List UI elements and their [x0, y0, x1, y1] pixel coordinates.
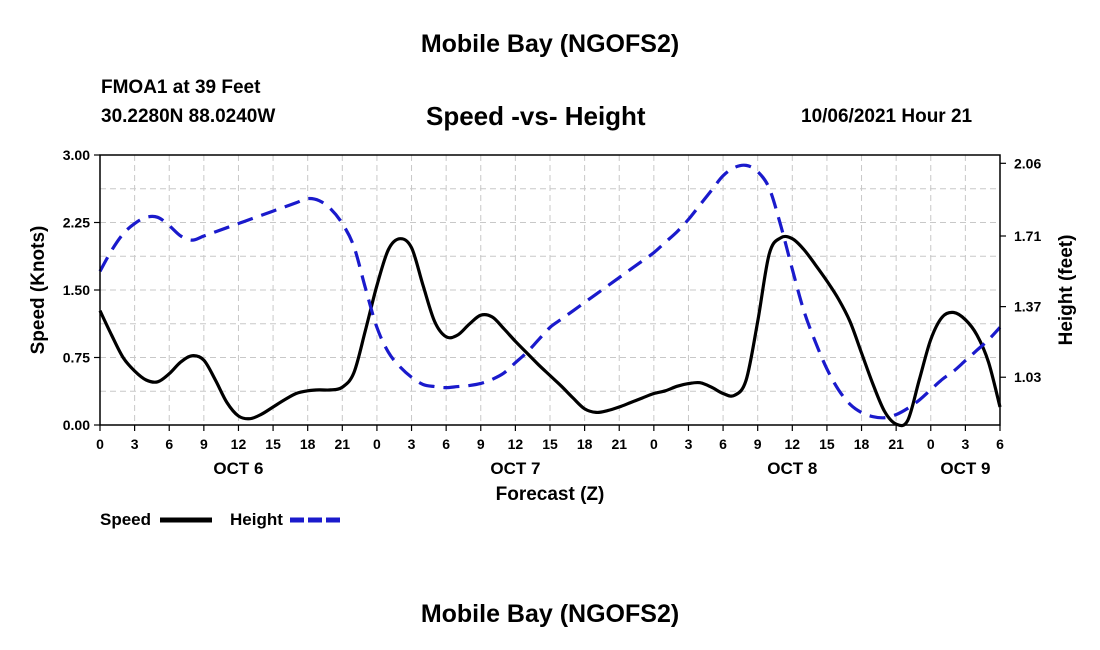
day-label-2: OCT 8: [767, 459, 817, 478]
day-label-3: OCT 9: [940, 459, 990, 478]
x-tick-label-20: 12: [785, 436, 801, 452]
y-axis-left-label: Speed (Knots): [28, 226, 49, 355]
forecast-datetime: 10/06/2021 Hour 21: [801, 106, 973, 127]
y-right-tick-label-1: 1.37: [1014, 299, 1041, 315]
x-tick-label-15: 21: [611, 436, 627, 452]
legend: Speed Height: [100, 510, 342, 529]
x-tick-label-21: 15: [819, 436, 835, 452]
coordinates-label: 30.2280N 88.0240W: [101, 106, 276, 127]
x-tick-label-9: 3: [408, 436, 416, 452]
legend-label-height: Height: [230, 510, 283, 529]
x-tick-label-19: 9: [754, 436, 762, 452]
day-label-0: OCT 6: [213, 459, 263, 478]
y-right-tick-label-2: 1.71: [1014, 228, 1041, 244]
y-axis-right-label: Height (feet): [1056, 235, 1077, 346]
y-left-tick-label-2: 1.50: [63, 282, 90, 298]
x-tick-label-25: 3: [961, 436, 969, 452]
y-left-tick-label-0: 0.00: [63, 417, 90, 433]
x-tick-label-24: 0: [927, 436, 935, 452]
y-right-tick-label-0: 1.03: [1014, 369, 1041, 385]
main-title: Mobile Bay (NGOFS2): [420, 30, 680, 58]
axes: 0 3 6 9 12 15 18 21 0 3 6 9 12 15 18 21 0 3 6 9 12 15 18 21 0 3 6O…: [63, 147, 1042, 478]
footer-title: Mobile Bay (NGOFS2): [420, 600, 680, 628]
day-label-1: OCT 7: [490, 459, 540, 478]
x-tick-label-22: 18: [854, 436, 870, 452]
x-tick-label-6: 18: [300, 436, 316, 452]
x-tick-label-0: 0: [96, 436, 104, 452]
legend-label-speed: Speed: [100, 510, 151, 529]
series-speed-line: [98, 234, 1002, 428]
x-axis-label: Forecast (Z): [496, 484, 605, 505]
x-tick-label-2: 6: [165, 436, 173, 452]
series-height-line: [98, 163, 1002, 420]
chart-title: Speed -vs- Height: [426, 101, 646, 131]
grid-lines: [100, 155, 1000, 425]
station-label: FMOA1 at 39 Feet: [101, 77, 261, 98]
x-tick-label-18: 6: [719, 436, 727, 452]
x-tick-label-11: 9: [477, 436, 485, 452]
y-right-tick-label-3: 2.06: [1014, 155, 1041, 171]
x-tick-label-4: 12: [231, 436, 247, 452]
y-left-tick-label-3: 2.25: [63, 215, 90, 231]
x-tick-label-3: 9: [200, 436, 208, 452]
x-tick-label-8: 0: [373, 436, 381, 452]
x-tick-label-26: 6: [996, 436, 1004, 452]
x-tick-label-23: 21: [888, 436, 904, 452]
x-tick-label-12: 12: [508, 436, 524, 452]
x-tick-label-1: 3: [131, 436, 139, 452]
x-tick-label-13: 15: [542, 436, 558, 452]
x-tick-label-16: 0: [650, 436, 658, 452]
x-tick-label-7: 21: [335, 436, 351, 452]
y-left-tick-label-1: 0.75: [63, 350, 90, 366]
x-tick-label-10: 6: [442, 436, 450, 452]
x-tick-label-14: 18: [577, 436, 593, 452]
series-lines: [98, 163, 1002, 428]
x-tick-label-5: 15: [265, 436, 281, 452]
x-tick-label-17: 3: [685, 436, 693, 452]
y-left-tick-label-4: 3.00: [63, 147, 90, 163]
